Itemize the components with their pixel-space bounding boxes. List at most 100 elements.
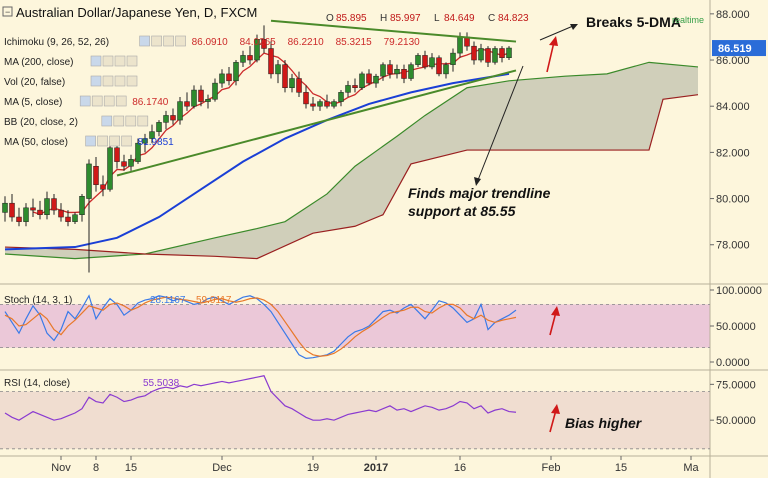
candle	[415, 53, 421, 67]
candle-body	[275, 64, 281, 75]
stoch-band	[0, 304, 710, 348]
annotation-arrow-breaks	[539, 25, 574, 41]
candle	[275, 60, 281, 84]
y-tick-label: 78.000	[716, 240, 750, 252]
candle	[107, 140, 113, 192]
candle-body	[254, 39, 260, 61]
candle	[212, 78, 218, 102]
indicator-control-button	[115, 95, 127, 107]
chart-header: − Australian Dollar/Japanese Yen, D, FXC…	[2, 5, 529, 24]
candle-body	[86, 163, 92, 199]
candle-body	[44, 198, 50, 215]
candle-body	[240, 55, 246, 63]
candle	[170, 108, 176, 125]
indicator-control-button	[114, 75, 126, 87]
candle	[296, 71, 302, 97]
candle	[65, 210, 71, 227]
bias-arrowhead-stoch	[551, 306, 560, 316]
candle	[9, 193, 15, 222]
candle	[331, 99, 337, 109]
candle	[37, 200, 43, 220]
candle-body	[142, 138, 148, 144]
candle	[366, 69, 372, 86]
trendlines	[116, 19, 517, 177]
collapse-toggle[interactable]	[2, 6, 13, 17]
indicator-control-button	[91, 95, 103, 107]
candle	[268, 41, 274, 79]
candle-body	[499, 48, 505, 58]
candle	[303, 85, 309, 109]
cloud-area	[5, 62, 698, 259]
candle	[16, 207, 22, 227]
candle-body	[65, 216, 71, 222]
y-tick-label: 80.000	[716, 194, 750, 206]
candle-body	[436, 57, 442, 75]
candle-body	[408, 64, 414, 79]
candle	[86, 159, 92, 273]
stoch-d-line	[4, 296, 517, 357]
candle	[240, 50, 246, 67]
x-tick-label: Ma	[683, 462, 699, 474]
candle-body	[394, 69, 400, 75]
candle-body	[107, 147, 113, 190]
candle-body	[128, 159, 134, 167]
candle	[282, 60, 288, 93]
candle	[478, 43, 484, 63]
candle	[2, 196, 8, 222]
indicator-name: Ichimoku (9, 26, 52, 26)	[4, 37, 109, 48]
candle	[492, 46, 498, 65]
x-tick-label: 16	[454, 462, 466, 474]
x-tick-label: Dec	[212, 462, 232, 474]
candle-body	[149, 131, 155, 139]
candles	[2, 25, 512, 273]
candle	[485, 46, 491, 67]
candle-body	[156, 122, 162, 132]
candle-body	[184, 101, 190, 107]
indicator-value: 81.9851	[138, 137, 175, 148]
candle-body	[478, 48, 484, 61]
indicator-control-button	[175, 35, 186, 47]
candle-body	[58, 209, 64, 218]
candle-body	[191, 89, 197, 107]
candle	[394, 64, 400, 79]
ohlc-key: L	[434, 13, 440, 24]
candle-body	[324, 101, 330, 107]
trendline-resistance	[270, 19, 517, 43]
rsi-value: 55.5038	[143, 378, 180, 389]
candle	[177, 96, 183, 125]
candle-body	[380, 64, 386, 77]
indicator-control-button	[139, 35, 150, 47]
y-tick-label: 84.000	[716, 101, 750, 113]
candle-body	[163, 115, 169, 123]
candle	[359, 71, 365, 91]
rsi-band	[0, 391, 710, 449]
candle-body	[443, 64, 449, 75]
candle	[226, 66, 232, 86]
candle-body	[114, 147, 120, 162]
x-tick-label: Nov	[51, 462, 71, 474]
candle	[51, 193, 57, 215]
indicator-control-button	[85, 135, 96, 147]
indicator-value: 79.2130	[384, 37, 421, 48]
candle-body	[247, 55, 253, 61]
bias-arrow-rsi	[549, 409, 557, 433]
candle-body	[422, 55, 428, 68]
candle-body	[303, 92, 309, 105]
axes[interactable]: 88.000 86.000 84.000 82.000 80.000 78.000 86.5…	[51, 9, 766, 474]
annotation-bias: Bias higher	[565, 415, 643, 431]
candle	[58, 203, 64, 222]
candle-body	[345, 85, 351, 93]
candle	[135, 138, 141, 164]
indicator-control-button	[90, 75, 102, 87]
indicator-legend: Ichimoku (9, 26, 52, 26) 86.0910 84.0265 86…	[4, 35, 421, 389]
indicator-control-button	[90, 55, 102, 67]
candle-body	[177, 101, 183, 121]
rsi-title: RSI (14, close)	[4, 378, 70, 389]
candle	[506, 46, 512, 61]
candle	[205, 94, 211, 109]
candle	[317, 99, 323, 111]
indicator-row: MA (200, close)	[4, 55, 138, 68]
candle-body	[72, 214, 78, 222]
stoch-value: 28.1167	[150, 295, 186, 306]
candle-body	[401, 69, 407, 79]
